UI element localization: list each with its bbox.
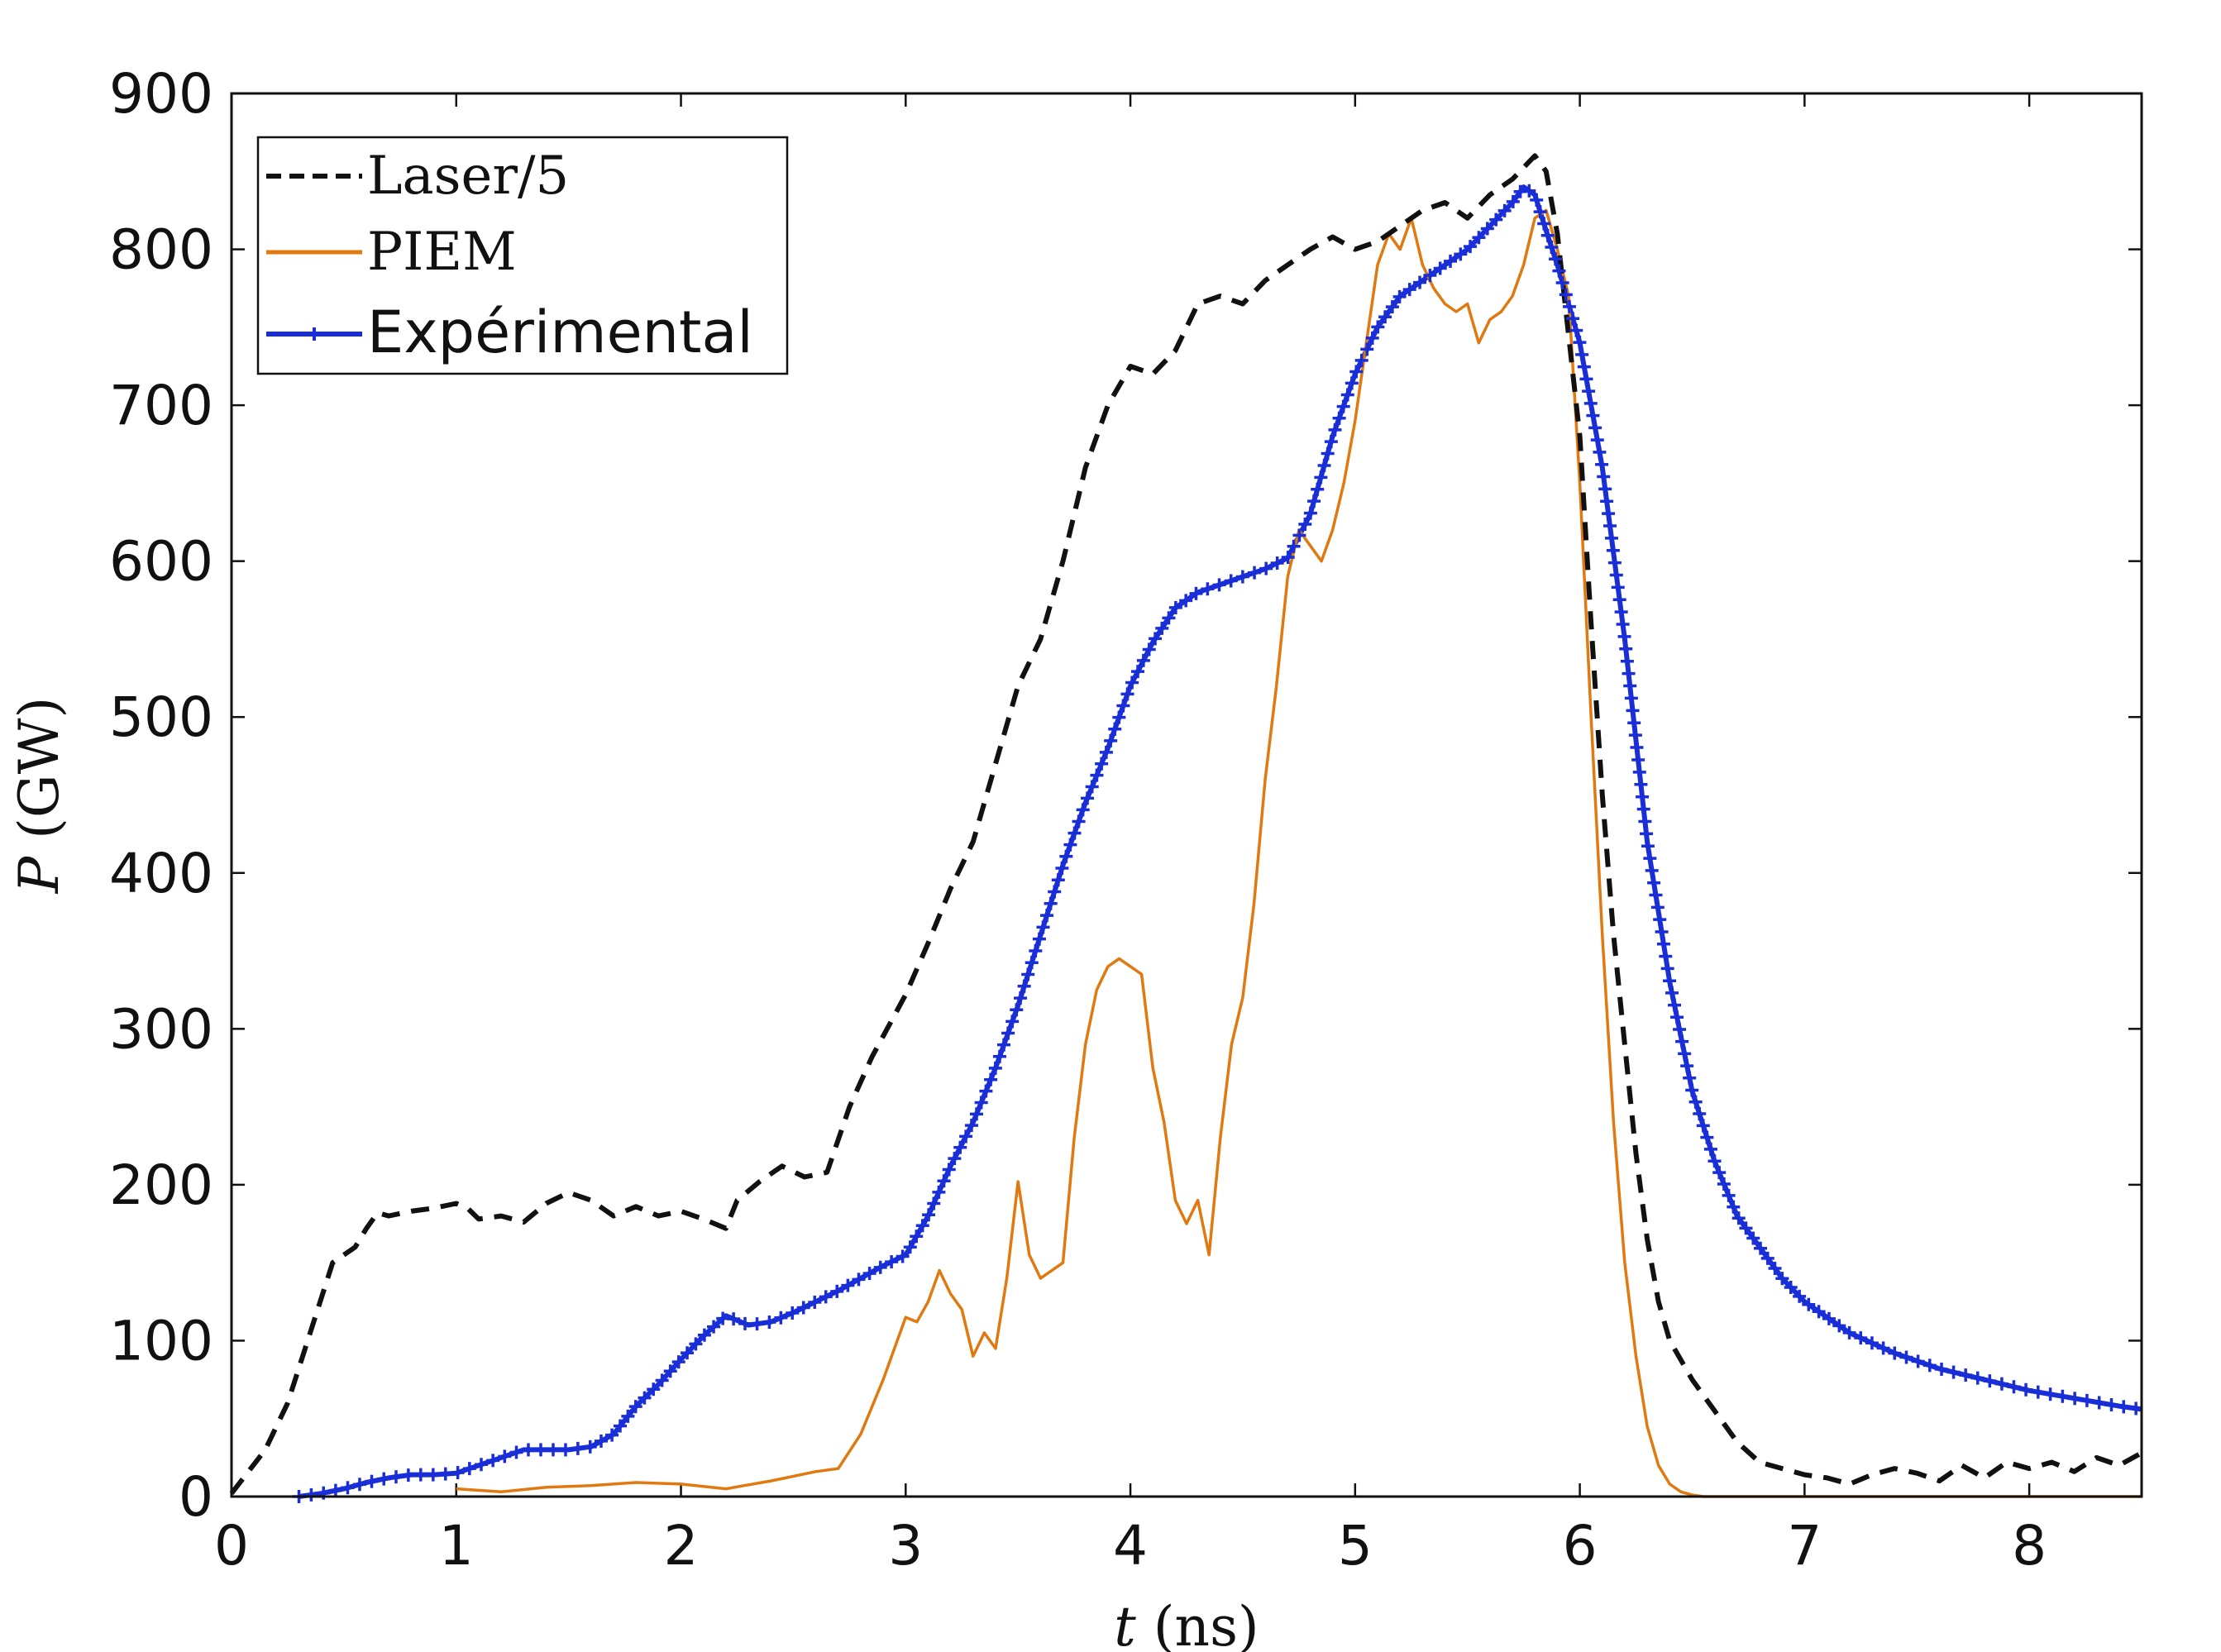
y-tick-label: 100 <box>109 1309 213 1373</box>
y-tick-label: 300 <box>109 997 213 1061</box>
x-axis-variable: t <box>1114 1595 1136 1652</box>
x-tick-label: 7 <box>1787 1514 1822 1578</box>
y-tick-label: 900 <box>109 62 213 126</box>
legend-label-experimental: Expérimental <box>367 298 753 366</box>
legend-label-laser: Laser/5 <box>367 146 569 207</box>
y-axis-label: P (GW) <box>7 697 71 894</box>
series-markers-experimental <box>292 184 2143 1503</box>
x-tick-label: 8 <box>2012 1514 2047 1578</box>
x-tick-label: 1 <box>439 1514 474 1578</box>
y-tick-label: 700 <box>109 374 213 437</box>
x-axis-unit: (ns) <box>1136 1595 1259 1652</box>
y-tick-label: 600 <box>109 530 213 594</box>
legend-label-piem: PIEM <box>367 222 517 283</box>
x-tick-label: 4 <box>1113 1514 1148 1578</box>
y-tick-label: 800 <box>109 218 213 282</box>
legend: Laser/5 PIEM Expérimental <box>256 136 789 375</box>
y-axis-unit: (GW) <box>7 697 71 857</box>
x-tick-label: 0 <box>214 1514 249 1578</box>
series-line-piem <box>456 208 2142 1498</box>
y-axis-variable: P <box>7 855 71 894</box>
series-line-laser <box>229 153 2143 1496</box>
legend-swatch-experimental <box>266 327 362 341</box>
y-tick-label: 400 <box>109 842 213 905</box>
x-axis-label: t (ns) <box>1114 1595 1259 1652</box>
plot-area-frame <box>230 92 2143 1498</box>
y-tick-label: 500 <box>109 685 213 749</box>
x-tick-label: 6 <box>1563 1514 1598 1578</box>
x-tick-label: 5 <box>1338 1514 1373 1578</box>
y-tick-label: 0 <box>179 1465 213 1529</box>
x-tick-label: 3 <box>888 1514 923 1578</box>
plot-series <box>229 153 2143 1503</box>
x-tick-label: 2 <box>664 1514 699 1578</box>
axis-tick-labels: 0 1 2 3 4 5 6 7 8 0 100 200 300 400 500 600 700 800 900 <box>109 62 2047 1578</box>
y-tick-label: 200 <box>109 1153 213 1217</box>
